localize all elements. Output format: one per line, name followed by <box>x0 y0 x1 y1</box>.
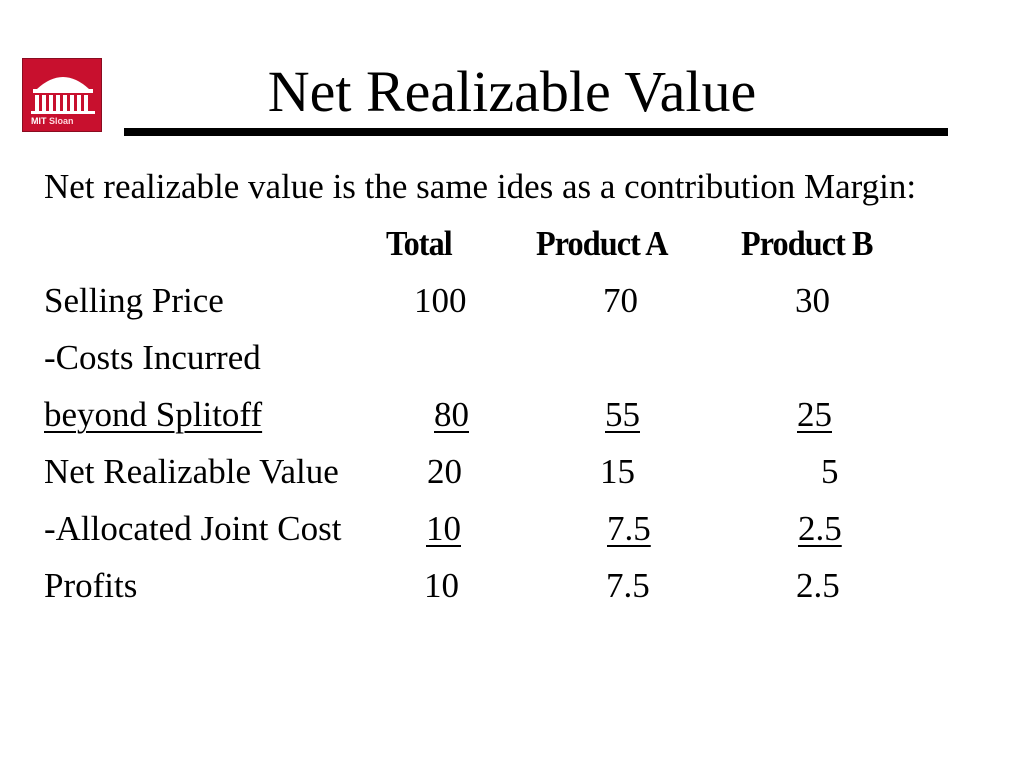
value-product-b: 25 <box>797 395 832 434</box>
header-product-a: Product A <box>536 224 668 263</box>
intro-text: Net realizable value is the same ides as… <box>44 167 917 206</box>
logo-name: Sloan <box>49 116 74 126</box>
table-row-net-realizable-value: Net Realizable Value 20 15 5 <box>0 450 1024 494</box>
value-total: 20 <box>427 452 462 491</box>
table-row-allocated-joint-cost: -Allocated Joint Cost 10 7.5 2.5 <box>0 507 1024 551</box>
row-label: Profits <box>44 566 138 605</box>
header-product-b: Product B <box>741 224 873 263</box>
value-total: 100 <box>414 281 467 320</box>
row-label: Net Realizable Value <box>44 452 339 491</box>
slide-title: Net Realizable Value <box>267 59 757 124</box>
table-row-profits: Profits 10 7.5 2.5 <box>0 564 1024 608</box>
value-product-a: 7.5 <box>606 566 650 605</box>
mit-sloan-logo: MIT Sloan <box>22 58 102 132</box>
table-row-beyond-splitoff: beyond Splitoff 80 55 25 <box>0 393 1024 437</box>
value-product-a: 7.5 <box>607 509 651 548</box>
value-total: 10 <box>426 509 461 548</box>
value-product-a: 15 <box>600 452 635 491</box>
value-product-b: 2.5 <box>796 566 840 605</box>
row-label: Selling Price <box>44 281 224 320</box>
table-row-selling-price: Selling Price 100 70 30 <box>0 279 1024 323</box>
row-label: -Costs Incurred <box>44 338 261 377</box>
table-row-costs-incurred: -Costs Incurred <box>0 336 1024 380</box>
value-product-b: 2.5 <box>798 509 842 548</box>
value-product-a: 70 <box>603 281 638 320</box>
table-header-row: Total Product A Product B <box>0 222 1024 266</box>
value-product-b: 30 <box>795 281 830 320</box>
value-product-a: 55 <box>605 395 640 434</box>
title-underline <box>124 128 948 136</box>
value-total: 10 <box>424 566 459 605</box>
value-total: 80 <box>434 395 469 434</box>
row-label: beyond Splitoff <box>44 395 263 434</box>
dome-building-icon <box>31 77 95 114</box>
header-total: Total <box>386 224 453 263</box>
value-product-b: 5 <box>821 452 839 491</box>
row-label: -Allocated Joint Cost <box>44 509 342 548</box>
logo-mark: MIT <box>31 116 47 126</box>
logo-text: MIT Sloan <box>31 116 74 126</box>
